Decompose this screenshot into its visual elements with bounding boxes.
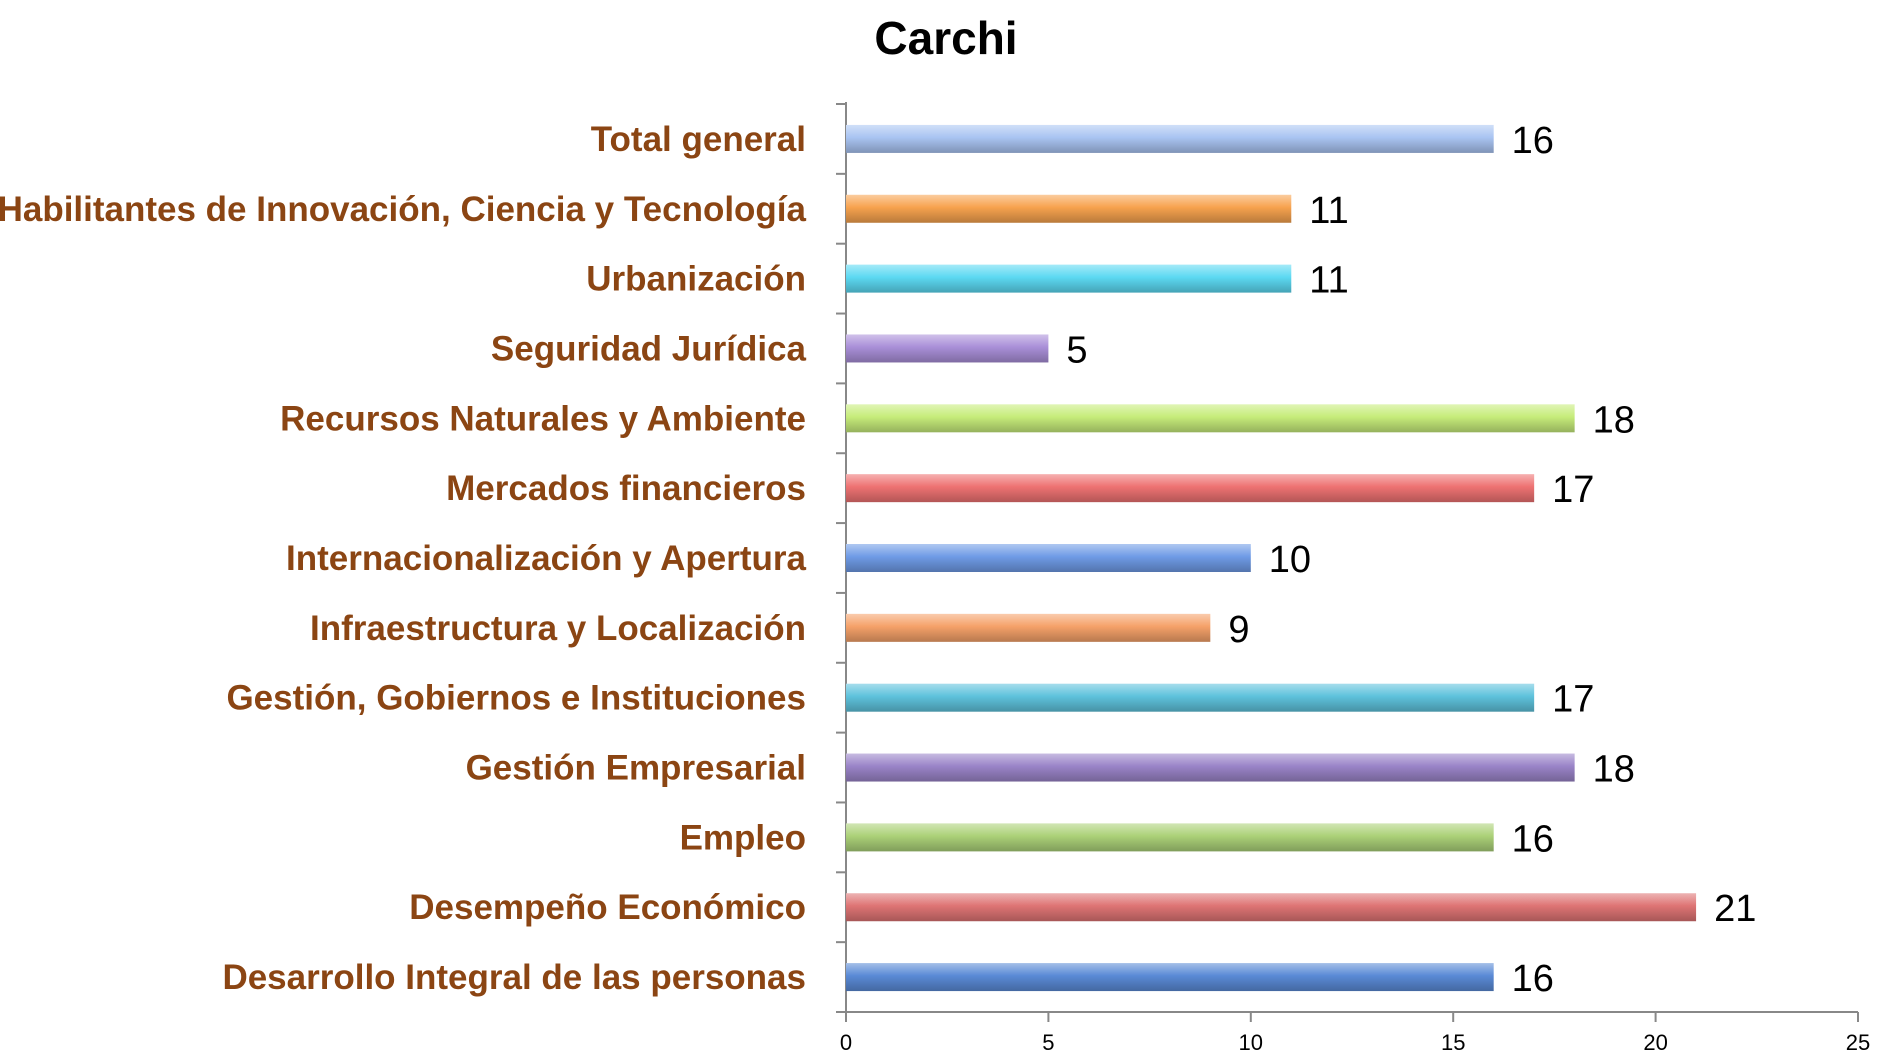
data-label: 16 xyxy=(1512,958,1554,1000)
data-label: 10 xyxy=(1269,539,1311,581)
category-label: Mercados financieros xyxy=(446,469,806,508)
category-label: Recursos Naturales y Ambiente xyxy=(280,399,806,438)
bar xyxy=(846,334,1049,363)
bar xyxy=(846,683,1535,712)
data-label: 21 xyxy=(1714,888,1756,930)
category-label: Infraestructura y Localización xyxy=(310,609,806,648)
category-label: Internacionalización y Apertura xyxy=(286,539,806,578)
category-label: Desempeño Económico xyxy=(409,888,806,927)
data-label: 5 xyxy=(1066,329,1087,371)
bar xyxy=(846,194,1292,223)
bar xyxy=(846,544,1251,572)
data-label: 18 xyxy=(1593,399,1635,441)
category-label: Gestión, Gobiernos e Instituciones xyxy=(226,679,806,718)
bar xyxy=(846,613,1211,642)
category-label: Urbanización xyxy=(586,260,806,299)
chart-title: Carchi xyxy=(874,12,1017,64)
bar xyxy=(846,474,1535,503)
x-tick-label: 0 xyxy=(840,1030,852,1055)
x-tick-label: 5 xyxy=(1042,1030,1054,1055)
bar xyxy=(846,823,1494,852)
x-tick-label: 25 xyxy=(1846,1030,1870,1055)
data-label: 17 xyxy=(1552,679,1594,721)
data-label: 16 xyxy=(1512,120,1554,162)
x-tick-label: 20 xyxy=(1643,1030,1667,1055)
data-label: 11 xyxy=(1309,190,1348,232)
category-label: Empleo xyxy=(680,818,806,857)
bar xyxy=(846,404,1575,433)
category-label: Gestión Empresarial xyxy=(466,749,806,788)
category-label: Habilitantes de Innovación, Ciencia y Te… xyxy=(0,190,807,229)
category-label: Seguridad Jurídica xyxy=(491,329,807,368)
x-tick-label: 15 xyxy=(1441,1030,1465,1055)
category-label: Total general xyxy=(591,120,806,159)
data-label: 18 xyxy=(1593,749,1635,791)
data-label: 17 xyxy=(1552,469,1594,511)
plot-area: 0 5 10 15 20 25 Total general 16 Habilitantes de… xyxy=(0,102,1870,1055)
data-label: 11 xyxy=(1309,260,1348,302)
data-label: 16 xyxy=(1512,818,1554,860)
data-label: 9 xyxy=(1228,609,1249,651)
x-tick-label: 10 xyxy=(1239,1030,1263,1055)
bar xyxy=(846,963,1494,992)
bar xyxy=(846,124,1494,153)
bar xyxy=(846,753,1575,782)
bar xyxy=(846,893,1697,922)
category-label: Desarrollo Integral de las personas xyxy=(222,958,806,997)
bar xyxy=(846,264,1292,293)
